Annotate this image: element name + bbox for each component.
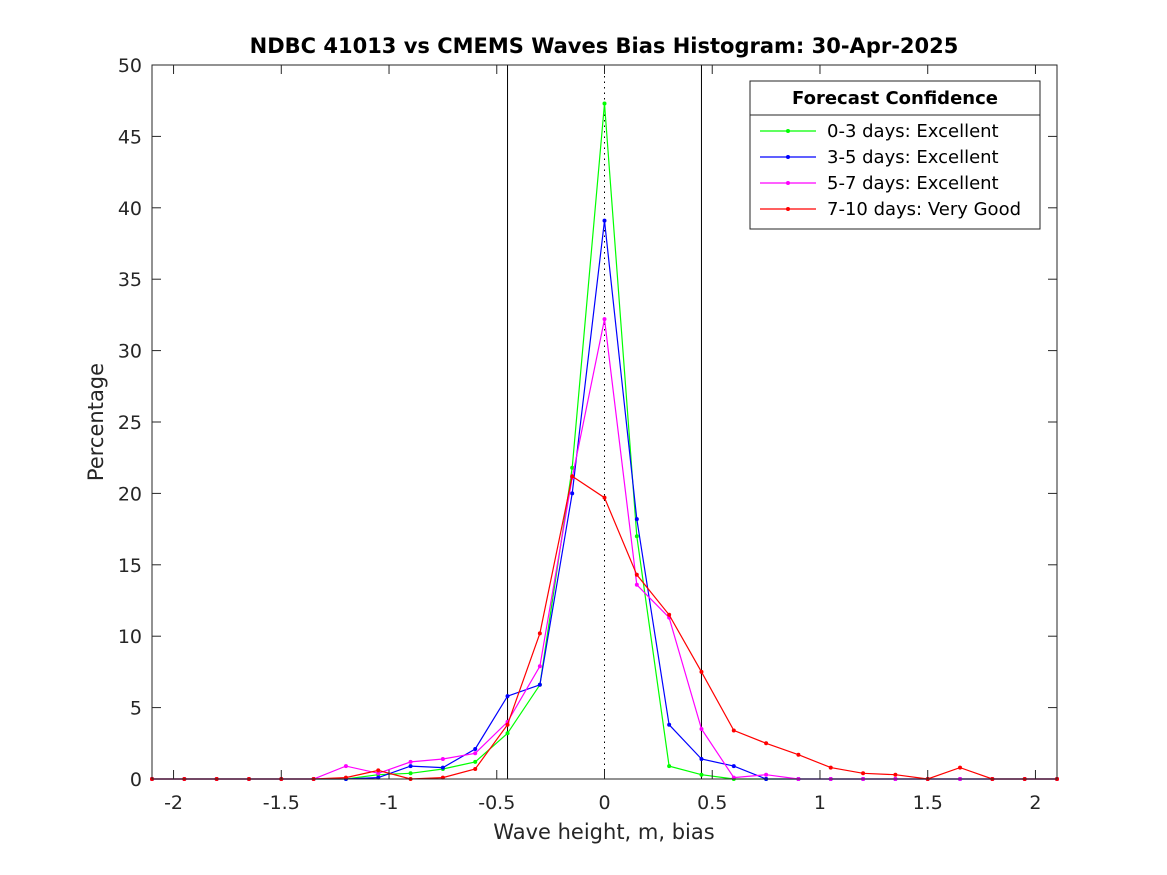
- series-2-point: [699, 727, 704, 732]
- series-2-point: [537, 664, 542, 669]
- series-0-point: [634, 534, 639, 539]
- series-3-point: [570, 474, 575, 479]
- series-2-point: [764, 772, 769, 777]
- y-axis-label: Percentage: [84, 363, 108, 481]
- series-0-point: [473, 759, 478, 764]
- series-3-point: [893, 772, 898, 777]
- series-3-point: [667, 612, 672, 617]
- series-1-point: [699, 757, 704, 762]
- series-3-point: [699, 669, 704, 674]
- x-tick-label: -2: [164, 792, 183, 814]
- x-tick-label: -1: [380, 792, 399, 814]
- legend-entry-0: 0-3 days: Excellent: [827, 121, 999, 142]
- series-3-point: [602, 495, 607, 500]
- series-1-point: [634, 517, 639, 522]
- series-0-point: [505, 731, 510, 736]
- series-0-point: [602, 101, 607, 106]
- series-2-point: [473, 751, 478, 756]
- y-tick-label: 30: [118, 341, 142, 363]
- series-3-point: [764, 741, 769, 746]
- y-tick-label: 20: [118, 483, 142, 505]
- series-1-point: [602, 218, 607, 223]
- series-1-point: [537, 682, 542, 687]
- series-2-point: [343, 764, 348, 769]
- series-1-point: [473, 747, 478, 752]
- y-tick-label: 0: [130, 769, 142, 791]
- series-2-point: [602, 317, 607, 322]
- series-3-point: [376, 768, 381, 773]
- x-tick-label: 2: [1029, 792, 1041, 814]
- series-0-point: [570, 465, 575, 470]
- series-1-point: [408, 764, 413, 769]
- legend-title: Forecast Confidence: [792, 88, 998, 109]
- series-3-point: [731, 728, 736, 733]
- y-tick-label: 10: [118, 626, 142, 648]
- series-0-point: [667, 764, 672, 769]
- legend-swatch-marker-3: [786, 207, 790, 211]
- y-tick-label: 35: [118, 269, 142, 291]
- x-tick-label: 0: [598, 792, 610, 814]
- x-tick-label: -0.5: [478, 792, 515, 814]
- y-tick-label: 5: [130, 698, 142, 720]
- series-0-point: [408, 771, 413, 776]
- legend-swatch-marker-0: [786, 129, 790, 133]
- series-3-point: [796, 752, 801, 757]
- series-1-point: [440, 765, 445, 770]
- x-axis-label: Wave height, m, bias: [493, 820, 714, 844]
- legend-entry-1: 3-5 days: Excellent: [827, 147, 999, 168]
- series-3-point: [634, 572, 639, 577]
- x-tick-label: 1.5: [913, 792, 943, 814]
- series-3-point: [958, 765, 963, 770]
- legend-box: [749, 80, 1041, 230]
- series-3-point: [473, 767, 478, 772]
- series-3-point: [537, 631, 542, 636]
- series-2-point: [408, 759, 413, 764]
- x-tick-label: 0.5: [697, 792, 727, 814]
- series-2-point: [376, 771, 381, 776]
- x-tick-label: -1.5: [263, 792, 300, 814]
- y-tick-label: 40: [118, 198, 142, 220]
- series-1-point: [570, 491, 575, 496]
- series-3-point: [861, 771, 866, 776]
- series-3-point: [505, 722, 510, 727]
- y-tick-label: 15: [118, 555, 142, 577]
- legend-entry-2: 5-7 days: Excellent: [827, 173, 999, 194]
- legend-entry-3: 7-10 days: Very Good: [827, 199, 1021, 220]
- series-1-point: [667, 722, 672, 727]
- legend: Forecast Confidence 0-3 days: Excellent 3-…: [749, 80, 1041, 230]
- reference-lines: [507, 65, 702, 779]
- series-3-point: [828, 765, 833, 770]
- series-1-point: [505, 694, 510, 699]
- series-0-point: [699, 772, 704, 777]
- chart-title: NDBC 41013 vs CMEMS Waves Bias Histogram…: [250, 34, 959, 58]
- y-tick-label: 25: [118, 412, 142, 434]
- axes: -2 -1.5 -1 -0.5 0 0.5 1 1.5 20510152025303540455…: [118, 55, 1058, 814]
- x-tick-label: 1: [814, 792, 826, 814]
- legend-swatch-marker-1: [786, 155, 790, 159]
- legend-swatch-marker-2: [786, 181, 790, 185]
- series-2-point: [634, 582, 639, 587]
- series-1-point: [731, 764, 736, 769]
- series-2-point: [440, 757, 445, 762]
- y-tick-label: 45: [118, 126, 142, 148]
- y-tick-label: 50: [118, 55, 142, 77]
